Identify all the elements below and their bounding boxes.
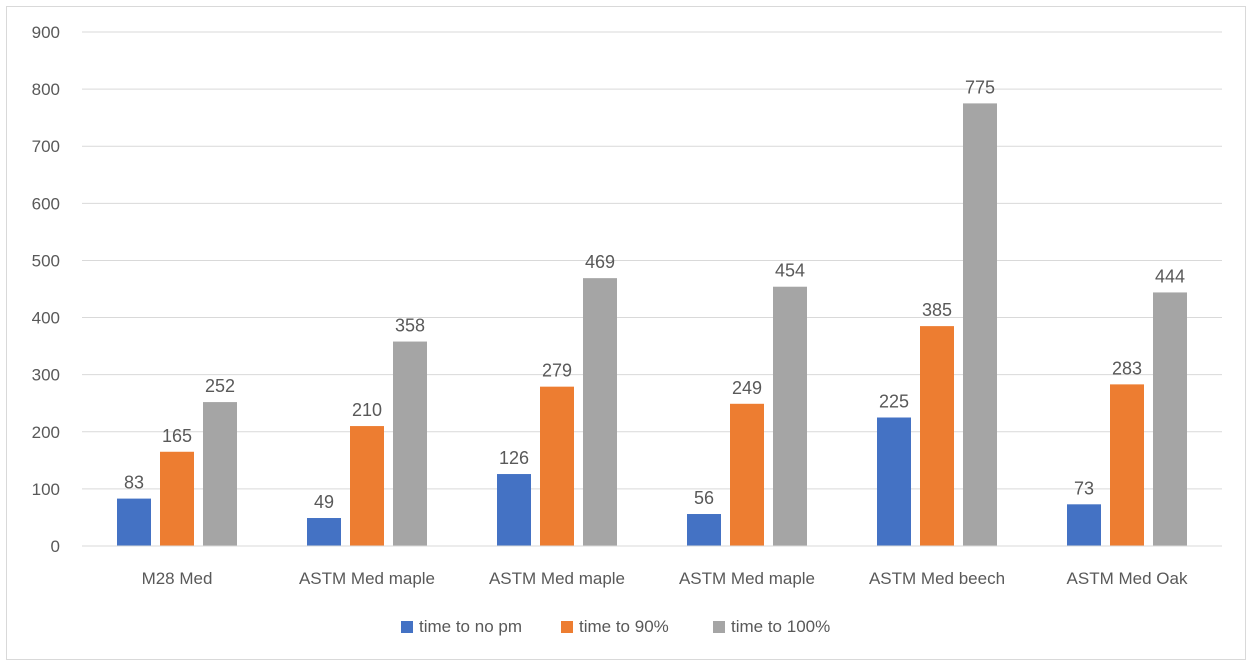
bar	[307, 518, 341, 546]
y-tick-label: 600	[32, 194, 60, 213]
legend-label: time to 90%	[579, 617, 669, 636]
y-axis-ticks: 0 100 200 300 400 500 600 700 800 900	[32, 23, 60, 556]
bar	[117, 498, 151, 546]
bar	[1110, 384, 1144, 546]
x-tick-label: M28 Med	[142, 569, 213, 588]
bar	[393, 341, 427, 546]
data-label: 454	[775, 261, 805, 281]
bar	[877, 417, 911, 546]
legend-swatch	[561, 621, 573, 633]
y-tick-label: 400	[32, 309, 60, 328]
data-label: 249	[732, 378, 762, 398]
bar	[350, 426, 384, 546]
data-label: 469	[585, 252, 615, 272]
bar	[1067, 504, 1101, 546]
bar	[920, 326, 954, 546]
x-tick-label: ASTM Med Oak	[1067, 569, 1188, 588]
x-tick-label: ASTM Med maple	[679, 569, 815, 588]
y-tick-label: 800	[32, 80, 60, 99]
bar	[687, 514, 721, 546]
y-tick-label: 900	[32, 23, 60, 42]
y-tick-label: 300	[32, 366, 60, 385]
data-label: 444	[1155, 266, 1185, 286]
data-label: 225	[879, 392, 909, 412]
legend-swatch	[401, 621, 413, 633]
bar	[203, 402, 237, 546]
data-label: 283	[1112, 358, 1142, 378]
bar	[730, 403, 764, 546]
y-tick-label: 500	[32, 251, 60, 270]
data-label: 126	[499, 448, 529, 468]
bar	[583, 278, 617, 546]
legend: time to no pm time to 90% time to 100%	[401, 617, 830, 636]
x-tick-label: ASTM Med maple	[489, 569, 625, 588]
data-label: 73	[1074, 478, 1094, 498]
y-tick-label: 0	[51, 537, 60, 556]
x-axis: M28 Med ASTM Med maple ASTM Med maple ASTM …	[82, 545, 1222, 588]
data-label: 279	[542, 361, 572, 381]
bar	[160, 451, 194, 546]
legend-label: time to 100%	[731, 617, 830, 636]
bar	[497, 474, 531, 546]
data-labels: 83 165 252 49 210 358 126 279 469 56 249 454 225 385 7…	[124, 77, 1185, 512]
data-label: 252	[205, 376, 235, 396]
data-label: 210	[352, 400, 382, 420]
bar	[1153, 292, 1187, 546]
legend-label: time to no pm	[419, 617, 522, 636]
legend-swatch	[713, 621, 725, 633]
y-tick-label: 200	[32, 423, 60, 442]
x-tick-label: ASTM Med beech	[869, 569, 1005, 588]
chart-frame	[6, 6, 1246, 660]
bar	[773, 286, 807, 546]
data-label: 385	[922, 300, 952, 320]
data-label: 358	[395, 316, 425, 336]
bars	[117, 103, 1187, 546]
data-label: 83	[124, 473, 144, 493]
x-tick-label: ASTM Med maple	[299, 569, 435, 588]
bar	[540, 386, 574, 546]
data-label: 49	[314, 492, 334, 512]
gridlines	[82, 31, 1222, 490]
y-tick-label: 700	[32, 137, 60, 156]
y-tick-label: 100	[32, 480, 60, 499]
data-label: 775	[965, 77, 995, 97]
data-label: 56	[694, 488, 714, 508]
bar	[963, 103, 997, 546]
data-label: 165	[162, 426, 192, 446]
